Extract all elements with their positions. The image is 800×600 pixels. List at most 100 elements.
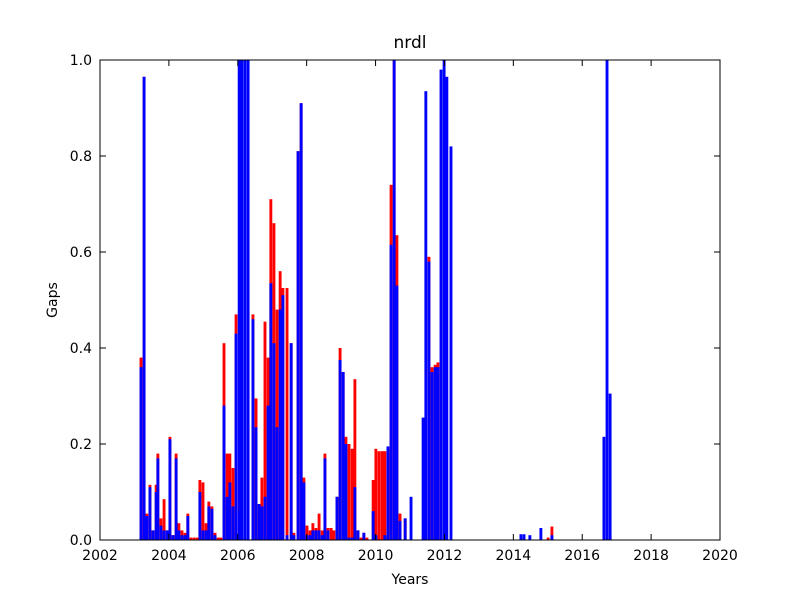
bar: [292, 535, 296, 540]
bar: [344, 444, 348, 540]
bar: [231, 468, 235, 540]
bar: [371, 480, 375, 540]
bar: [201, 482, 205, 540]
bar: [213, 535, 217, 540]
bar: [323, 458, 327, 540]
y-tick-label: 0.6: [70, 245, 92, 261]
bar: [272, 343, 276, 540]
bar: [608, 393, 612, 540]
bar: [269, 283, 273, 540]
bar: [522, 534, 526, 540]
plot-frame: [99, 59, 721, 541]
bar: [154, 492, 158, 540]
bar: [289, 343, 293, 540]
bar: [210, 508, 214, 540]
bar: [225, 496, 229, 540]
bar: [389, 244, 393, 541]
bar: [341, 372, 345, 540]
bar: [403, 518, 407, 540]
bar: [332, 530, 336, 540]
bar: [359, 537, 363, 540]
bar: [139, 367, 143, 540]
bar: [148, 487, 152, 540]
bar: [421, 417, 425, 540]
bar: [550, 535, 554, 540]
bar: [219, 537, 223, 540]
bar: [395, 285, 399, 540]
bar: [180, 535, 184, 540]
bar: [285, 288, 289, 540]
bar: [162, 530, 166, 540]
bar: [380, 451, 384, 540]
bar: [371, 511, 375, 540]
bar: [329, 528, 333, 540]
bar: [317, 530, 321, 540]
bar: [311, 530, 315, 540]
bar: [430, 372, 434, 540]
bar: [162, 499, 166, 540]
bar: [156, 458, 160, 540]
x-tick-label: 2018: [633, 548, 669, 564]
bar: [320, 535, 324, 540]
y-axis-label: Gaps: [45, 282, 61, 318]
bar: [165, 530, 169, 540]
bar: [240, 60, 244, 540]
bar: [234, 333, 238, 540]
bar: [216, 537, 220, 540]
bar: [356, 530, 360, 540]
bar: [528, 535, 532, 540]
bar: [198, 492, 202, 540]
bar: [424, 91, 428, 540]
y-tick-label: 1.0: [70, 53, 92, 69]
x-tick-label: 2010: [358, 548, 394, 564]
bar: [409, 496, 413, 540]
bar: [192, 537, 196, 540]
bar: [519, 534, 523, 540]
x-tick-label: 2020: [702, 548, 738, 564]
bar: [442, 60, 446, 540]
bar: [243, 60, 247, 540]
chart-title: nrdl: [394, 33, 427, 53]
y-tick-label: 0.2: [70, 437, 92, 453]
bar: [335, 496, 339, 540]
bar: [195, 537, 199, 540]
x-tick-label: 2006: [220, 548, 256, 564]
bar: [275, 309, 279, 540]
bar: [539, 528, 543, 540]
bar: [550, 526, 554, 540]
bar: [183, 535, 187, 540]
bar: [246, 60, 250, 540]
bar: [159, 525, 163, 540]
bar: [398, 520, 402, 540]
bar: [251, 319, 255, 540]
bar: [338, 360, 342, 540]
bar: [353, 379, 357, 540]
x-tick-label: 2002: [82, 548, 118, 564]
bar: [266, 405, 270, 540]
bar: [350, 537, 354, 540]
bar: [260, 506, 264, 540]
bar: [222, 405, 226, 540]
bar: [171, 535, 175, 540]
y-tick-label: 0.8: [70, 149, 92, 165]
bar: [174, 458, 178, 540]
bar: [377, 451, 381, 540]
x-tick-label: 2014: [496, 548, 532, 564]
bar: [350, 448, 354, 540]
bar: [201, 530, 205, 540]
bar: [386, 446, 390, 540]
bar: [151, 530, 155, 540]
bar: [449, 146, 453, 540]
bar: [353, 487, 357, 540]
bar: [231, 506, 235, 540]
bar: [285, 535, 289, 540]
bar: [374, 448, 378, 540]
bar: [204, 530, 208, 540]
bar: [207, 506, 211, 540]
bar: [189, 537, 193, 540]
bar: [314, 530, 318, 540]
bar: [302, 482, 306, 540]
bar: [275, 427, 279, 540]
x-tick-label: 2004: [151, 548, 187, 564]
bar: [177, 530, 181, 540]
